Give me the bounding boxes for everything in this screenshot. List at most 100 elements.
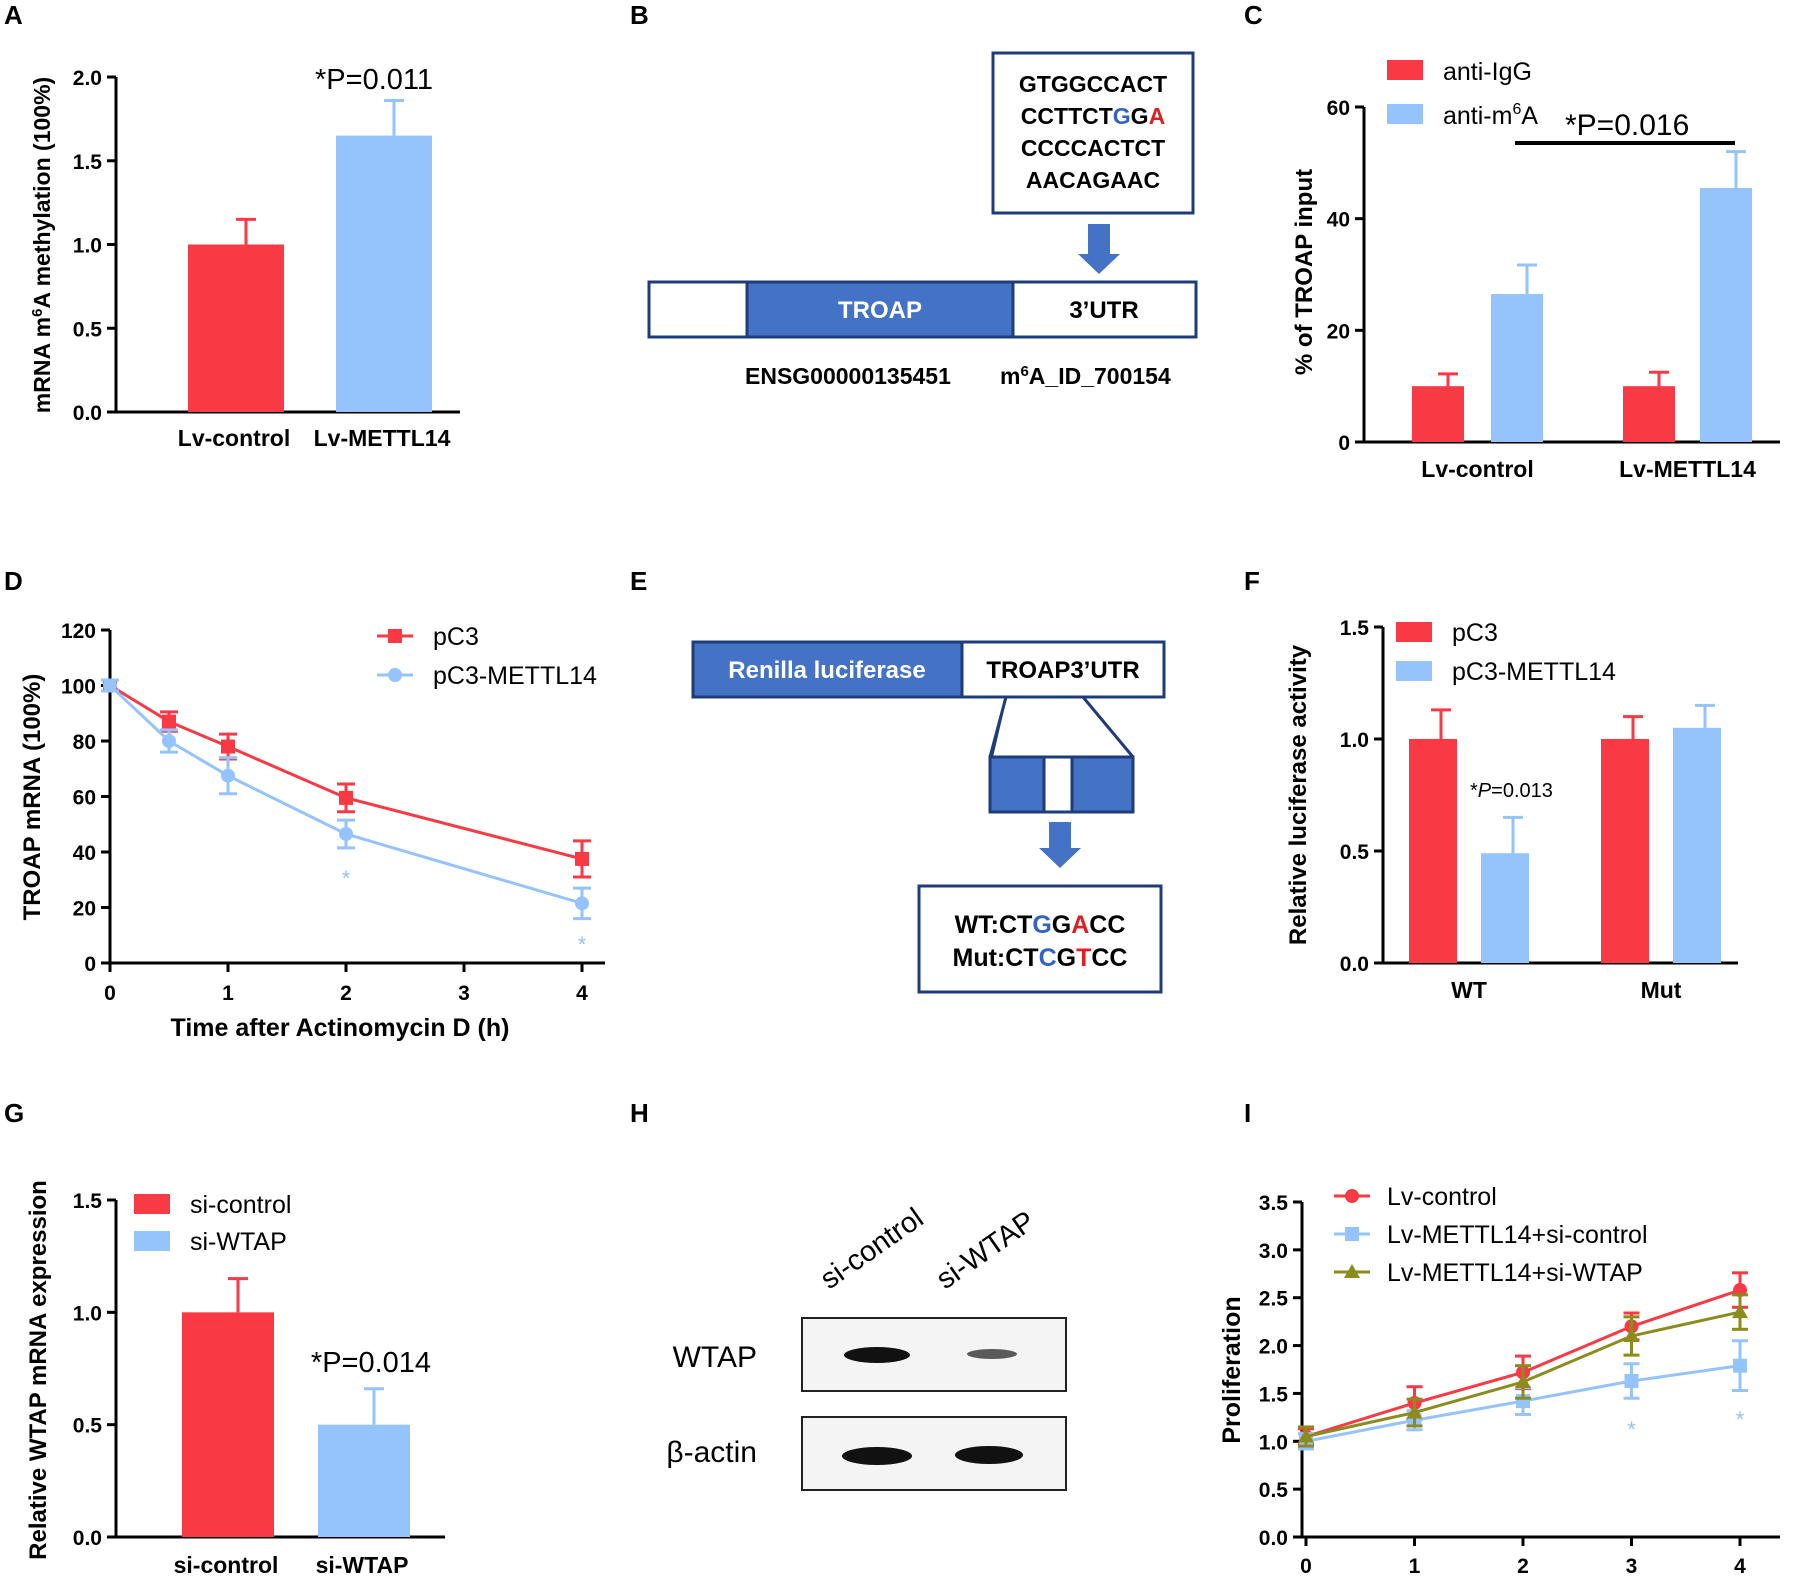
blot-band <box>967 1349 1017 1359</box>
annotation-p-value: *P=0.016 <box>1565 109 1689 142</box>
bar <box>1623 386 1675 442</box>
y-tick-label: 1.5 <box>1340 617 1370 640</box>
data-point <box>575 896 589 911</box>
utr-label: 3’UTR <box>1069 297 1138 324</box>
data-point <box>1732 1304 1748 1319</box>
utr-segment-site <box>1042 755 1074 814</box>
y-tick-label: 120 <box>61 620 96 643</box>
legend-label-si-wtap: si-WTAP <box>190 1228 287 1256</box>
legend-swatch-pc3-mettl14 <box>1396 661 1432 681</box>
legend-label-lv-control: Lv-control <box>1387 1183 1497 1211</box>
y-tick-label: 0.5 <box>1340 841 1370 864</box>
m6a-site-id-label: m6A_ID_700154 <box>1000 363 1171 389</box>
row-label-beta-actin: β-actin <box>666 1436 757 1469</box>
y-tick-label: 1.5 <box>73 1190 103 1213</box>
x-axis-label: Time after Actinomycin D (h) <box>171 1014 510 1042</box>
y-tick-label: 40 <box>1327 209 1350 232</box>
x-tick-label: 4 <box>1734 1555 1746 1578</box>
y-tick-label: 20 <box>73 898 96 921</box>
row-label-wtap: WTAP <box>673 1341 757 1374</box>
y-tick-label: 0.0 <box>73 1527 102 1550</box>
sequence-box <box>991 51 1195 215</box>
legend-label-anti-igg: anti-IgG <box>1443 58 1532 86</box>
x-tick-label: 3 <box>458 982 470 1005</box>
bar <box>1491 294 1543 442</box>
x-tick-label: Lv-control <box>1421 456 1533 482</box>
legend-marker-lv-mettl14-si-control <box>1345 1227 1359 1241</box>
data-point <box>339 790 353 805</box>
down-arrow-icon <box>1039 822 1081 868</box>
y-tick-label: 0 <box>84 953 96 976</box>
blot-frame-beta-actin <box>801 1416 1067 1491</box>
panel-label-i: I <box>1244 1098 1251 1128</box>
y-axis-label: Relative luciferase activity <box>1285 644 1312 945</box>
chart-f: Relative luciferase activity pC3 pC3-MET… <box>1285 617 1738 1003</box>
data-point <box>1623 1328 1640 1342</box>
annotation-p-value: *P=0.013 <box>1470 780 1553 802</box>
legend-label-lv-mettl14-si-wtap: Lv-METTL14+si-WTAP <box>1387 1259 1643 1287</box>
significance-mark: * <box>578 932 587 957</box>
legend-marker-lv-mettl14-si-wtap <box>1344 1264 1360 1278</box>
y-tick-label: 1.0 <box>1340 729 1369 752</box>
significance-mark: * <box>342 866 351 891</box>
x-tick-label: si-WTAP <box>316 1552 409 1578</box>
sequence-line-1: GTGGCCACT <box>1019 71 1167 97</box>
data-point <box>1624 1373 1639 1388</box>
data-point <box>221 739 235 754</box>
zoom-line-left-2 <box>988 696 1008 758</box>
bar <box>1409 739 1457 963</box>
y-tick-label: 2.5 <box>1259 1288 1289 1311</box>
y-tick-label: 100 <box>61 676 96 699</box>
panel-label-c: C <box>1244 0 1263 30</box>
chart-g: Relative WTAP mRNA expression si-control… <box>25 1180 445 1578</box>
y-tick-label: 20 <box>1327 320 1350 343</box>
utr-segment-left <box>988 755 1046 814</box>
y-tick-label: 1.0 <box>73 1302 102 1325</box>
legend-swatch-pc3 <box>1396 622 1432 642</box>
x-tick-label: 0 <box>104 982 116 1005</box>
y-axis-label: mRNA m6A methylation (100%) <box>29 77 55 413</box>
bar <box>1700 187 1752 442</box>
legend-marker-pc3 <box>388 629 402 643</box>
x-tick-label: 3 <box>1626 1555 1638 1578</box>
down-arrow-icon <box>1078 224 1120 274</box>
panel-label-e: E <box>630 566 647 596</box>
bar-lv-control <box>188 244 284 412</box>
legend-swatch-anti-igg <box>1387 60 1423 80</box>
legend-label-lv-mettl14-si-control: Lv-METTL14+si-control <box>1387 1221 1648 1249</box>
y-axis-label: TROAP mRNA (100%) <box>19 674 46 921</box>
mut-sequence: Mut:CTCGTCC <box>953 944 1128 972</box>
bar <box>1601 739 1649 963</box>
significance-mark: * <box>1736 1407 1745 1432</box>
legend-label-pc3-mettl14: pC3-METTL14 <box>433 662 597 690</box>
legend-swatch-si-control <box>134 1194 170 1214</box>
panel-label-d: D <box>4 566 23 596</box>
panel-label-b: B <box>630 0 649 30</box>
x-tick-label: 0 <box>1300 1555 1312 1578</box>
x-tick-label: Lv-control <box>178 425 290 451</box>
y-tick-label: 40 <box>73 842 96 865</box>
data-point <box>1733 1358 1747 1373</box>
bar-lv-mettl14 <box>336 135 432 412</box>
gene-cds-box <box>745 280 1015 339</box>
x-tick-label: 4 <box>576 982 588 1005</box>
troap-utr-label: TROAP3’UTR <box>986 657 1139 684</box>
data-point <box>103 678 117 693</box>
y-tick-label: 60 <box>1327 97 1350 120</box>
blot-band <box>844 1347 910 1363</box>
x-tick-label: 1 <box>1409 1555 1421 1578</box>
y-tick-label: 1.5 <box>73 151 103 174</box>
x-tick-label: Lv-METTL14 <box>1619 456 1756 482</box>
bar <box>1481 853 1529 963</box>
y-axis-label: % of TROAP input <box>1291 169 1318 375</box>
sequence-line-4: AACAGAAC <box>1026 167 1160 193</box>
renilla-label: Renilla luciferase <box>728 657 925 684</box>
legend-label-pc3: pC3 <box>433 623 479 651</box>
y-axis-label: Relative WTAP mRNA expression <box>25 1180 52 1560</box>
utr-segment-right <box>1070 755 1135 814</box>
gene-5utr-box <box>647 280 749 339</box>
y-tick-label: 2.0 <box>1259 1336 1288 1359</box>
chart-c: % of TROAP input anti-IgG anti-m6A *P=0.… <box>1291 58 1780 482</box>
legend-label-pc3-mettl14: pC3-METTL14 <box>1452 658 1616 686</box>
chart-i: Proliferation Lv-control Lv-METTL14+si-c… <box>1218 1183 1780 1578</box>
